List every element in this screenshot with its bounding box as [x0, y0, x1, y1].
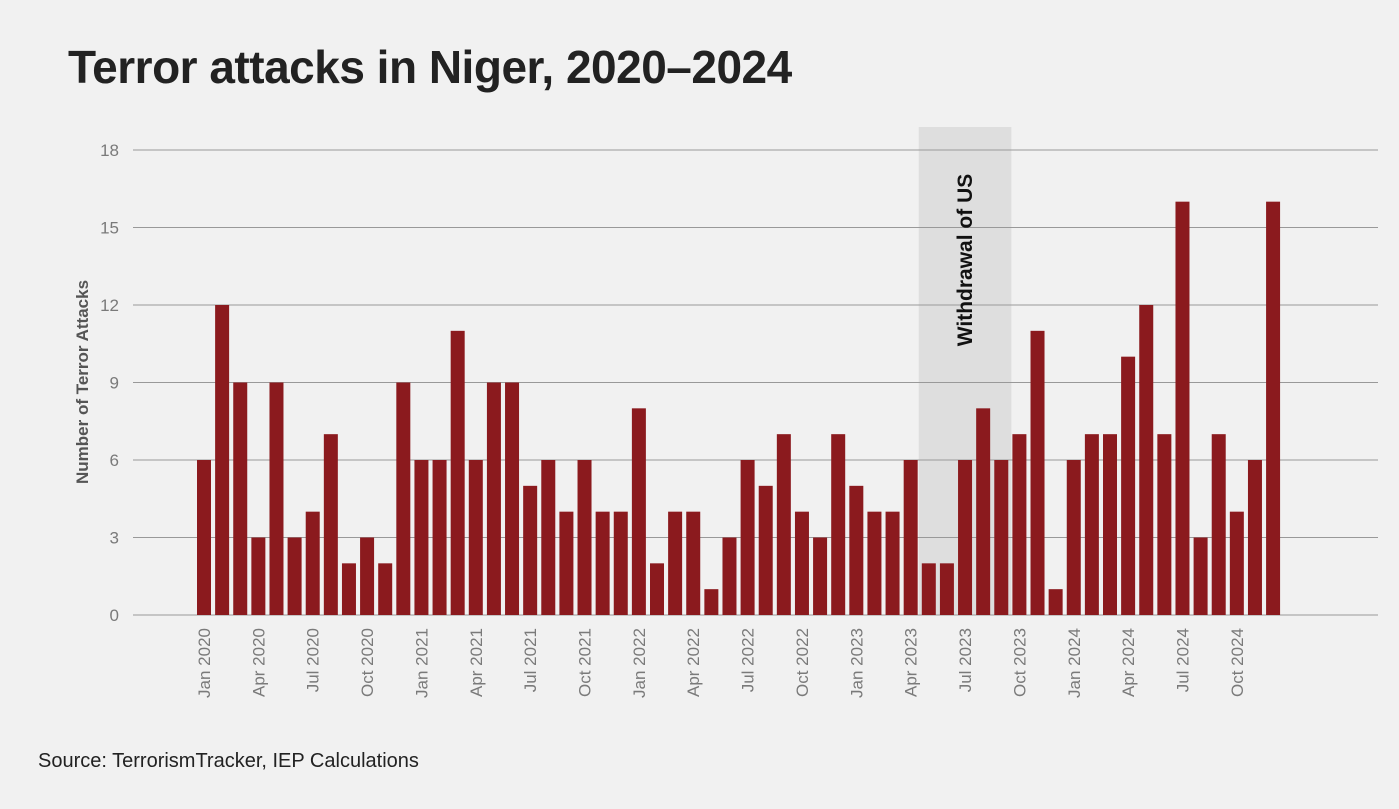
chart-labels: Number of Terror Attacks Withdrawal of US — [73, 174, 977, 484]
source-note: Source: TerrorismTracker, IEP Calculatio… — [38, 750, 419, 772]
bar — [486, 382, 501, 615]
bar — [722, 537, 737, 615]
y-tick-label: 12 — [100, 296, 119, 315]
bar — [686, 511, 701, 615]
y-tick-label: 0 — [110, 606, 119, 625]
x-tick-label: Apr 2020 — [249, 628, 268, 697]
bar — [360, 537, 375, 615]
x-tick-label: Jan 2024 — [1065, 628, 1084, 698]
bar — [523, 485, 538, 615]
bar — [396, 382, 411, 615]
y-tick-label: 3 — [110, 529, 119, 548]
bar — [541, 460, 556, 615]
x-tick-label: Jan 2021 — [412, 628, 431, 698]
bar — [631, 408, 646, 615]
bar — [233, 382, 248, 615]
x-tick-label: Oct 2021 — [576, 628, 595, 697]
bar — [650, 563, 664, 615]
x-tick-label: Jul 2021 — [521, 628, 540, 692]
bar — [251, 537, 266, 615]
bar — [849, 485, 864, 615]
x-tick-label: Apr 2021 — [467, 628, 486, 697]
bar — [1084, 434, 1099, 615]
bar — [577, 460, 592, 615]
bar — [776, 434, 791, 615]
x-tick-label: Apr 2023 — [902, 628, 921, 697]
bar — [414, 460, 429, 615]
bar — [197, 460, 211, 615]
bar — [1229, 511, 1244, 615]
y-tick-label: 15 — [100, 219, 119, 238]
bar — [341, 563, 356, 615]
x-tick-label: Jul 2020 — [304, 628, 323, 692]
bar — [1193, 537, 1208, 615]
bar — [921, 563, 936, 615]
y-tick-label: 9 — [110, 374, 119, 393]
bar — [215, 305, 230, 615]
bar — [505, 382, 520, 615]
bars — [197, 201, 1281, 615]
bar — [958, 460, 973, 615]
bar — [1175, 201, 1190, 615]
bar — [1247, 460, 1262, 615]
bar — [432, 460, 447, 615]
bar — [1103, 434, 1117, 615]
x-tick-label: Jul 2022 — [739, 628, 758, 692]
x-tick-label: Jan 2020 — [195, 628, 214, 698]
bar — [595, 511, 610, 615]
annotation-label: Withdrawal of US — [954, 174, 977, 346]
bar — [613, 511, 628, 615]
bar — [1157, 434, 1172, 615]
bar — [468, 460, 483, 615]
bar — [1266, 201, 1281, 615]
bar — [269, 382, 284, 615]
x-tick-label: Oct 2022 — [793, 628, 812, 697]
bar — [994, 460, 1009, 615]
bar — [305, 511, 320, 615]
x-tick-labels: Jan 2020 Apr 2020 Jul 2020 Oct 2020 Jan 2021… — [195, 628, 1247, 698]
x-tick-label: Jul 2023 — [956, 628, 975, 692]
bar — [939, 563, 954, 615]
bar — [378, 563, 393, 615]
bar — [287, 537, 302, 615]
y-tick-labels: 0 3 6 9 12 15 18 — [100, 141, 119, 625]
bar-chart: 0 3 6 9 12 15 18 Jan 2020 Apr 2020 Jul 2020 Oct 2… — [73, 127, 1378, 698]
x-tick-label: Oct 2023 — [1010, 628, 1029, 697]
y-axis-title: Number of Terror Attacks — [73, 280, 92, 484]
bar — [668, 511, 683, 615]
bar — [559, 511, 574, 615]
bar — [740, 460, 755, 615]
bar — [1211, 434, 1226, 615]
y-tick-label: 6 — [110, 451, 119, 470]
x-tick-label: Jan 2022 — [630, 628, 649, 698]
bar — [867, 511, 882, 615]
bar — [976, 408, 991, 615]
x-tick-label: Apr 2024 — [1119, 628, 1138, 697]
bar — [323, 434, 338, 615]
chart-title: Terror attacks in Niger, 2020–2024 — [68, 41, 792, 93]
x-tick-label: Jul 2024 — [1173, 628, 1192, 692]
bar — [885, 511, 900, 615]
bar — [831, 434, 846, 615]
bar — [1066, 460, 1081, 615]
bar — [1030, 330, 1045, 615]
bar — [758, 485, 773, 615]
x-tick-label: Apr 2022 — [684, 628, 703, 697]
bar — [1048, 589, 1063, 615]
bar — [704, 589, 719, 615]
bar — [1121, 356, 1136, 615]
bar — [1139, 305, 1154, 615]
bar — [903, 460, 918, 615]
x-tick-label: Oct 2024 — [1228, 628, 1247, 697]
gridlines — [133, 149, 1378, 616]
bar — [1012, 434, 1027, 615]
bar — [794, 511, 809, 615]
bar — [813, 537, 828, 615]
x-tick-label: Jan 2023 — [847, 628, 866, 698]
bar — [450, 330, 465, 615]
y-tick-label: 18 — [100, 141, 119, 160]
x-tick-label: Oct 2020 — [358, 628, 377, 697]
